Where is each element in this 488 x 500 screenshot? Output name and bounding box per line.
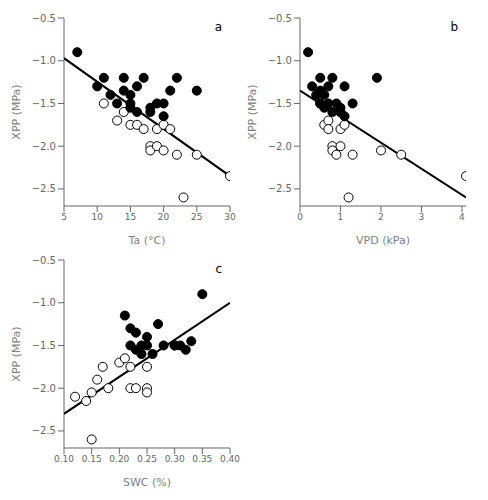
svg-text:0.15: 0.15 xyxy=(82,454,102,464)
svg-text:−0.5: −0.5 xyxy=(268,13,292,24)
svg-text:−2.5: −2.5 xyxy=(32,183,56,194)
svg-text:SWC (%): SWC (%) xyxy=(123,476,171,489)
svg-text:0.40: 0.40 xyxy=(220,454,240,464)
svg-text:4: 4 xyxy=(459,212,465,222)
svg-text:−1.0: −1.0 xyxy=(268,55,292,66)
svg-text:−2.0: −2.0 xyxy=(32,383,56,394)
svg-text:−0.5: −0.5 xyxy=(32,255,56,266)
svg-text:0.10: 0.10 xyxy=(54,454,74,464)
svg-text:−2.5: −2.5 xyxy=(32,425,56,436)
svg-text:−1.5: −1.5 xyxy=(268,98,292,109)
svg-text:0.30: 0.30 xyxy=(165,454,185,464)
svg-text:15: 15 xyxy=(125,212,136,222)
svg-text:−1.5: −1.5 xyxy=(32,340,56,351)
html-text:a: a xyxy=(214,20,222,34)
svg-text:−1.0: −1.0 xyxy=(32,55,56,66)
svg-text:1: 1 xyxy=(338,212,344,222)
svg-text:XPP (MPa): XPP (MPa) xyxy=(246,84,259,139)
svg-text:VPD (kPa): VPD (kPa) xyxy=(356,234,410,247)
svg-text:0.20: 0.20 xyxy=(109,454,129,464)
svg-text:3: 3 xyxy=(419,212,425,222)
svg-text:−2.0: −2.0 xyxy=(268,141,292,152)
svg-text:−2.0: −2.0 xyxy=(32,141,56,152)
svg-text:25: 25 xyxy=(191,212,202,222)
svg-text:0.35: 0.35 xyxy=(192,454,212,464)
svg-text:0.25: 0.25 xyxy=(137,454,157,464)
svg-text:−2.5: −2.5 xyxy=(268,183,292,194)
svg-text:XPP (MPa): XPP (MPa) xyxy=(10,326,23,381)
svg-text:−1.0: −1.0 xyxy=(32,297,56,308)
svg-text:2: 2 xyxy=(378,212,384,222)
svg-text:−0.5: −0.5 xyxy=(32,13,56,24)
svg-text:−1.5: −1.5 xyxy=(32,98,56,109)
svg-text:XPP (MPa): XPP (MPa) xyxy=(10,84,23,139)
html-text:b: b xyxy=(450,20,458,34)
svg-text:30: 30 xyxy=(224,212,236,222)
svg-text:5: 5 xyxy=(61,212,67,222)
svg-text:20: 20 xyxy=(158,212,170,222)
svg-text:Ta (°C): Ta (°C) xyxy=(128,234,166,247)
svg-text:0: 0 xyxy=(297,212,303,222)
html-text:c: c xyxy=(215,262,222,276)
svg-text:10: 10 xyxy=(91,212,103,222)
